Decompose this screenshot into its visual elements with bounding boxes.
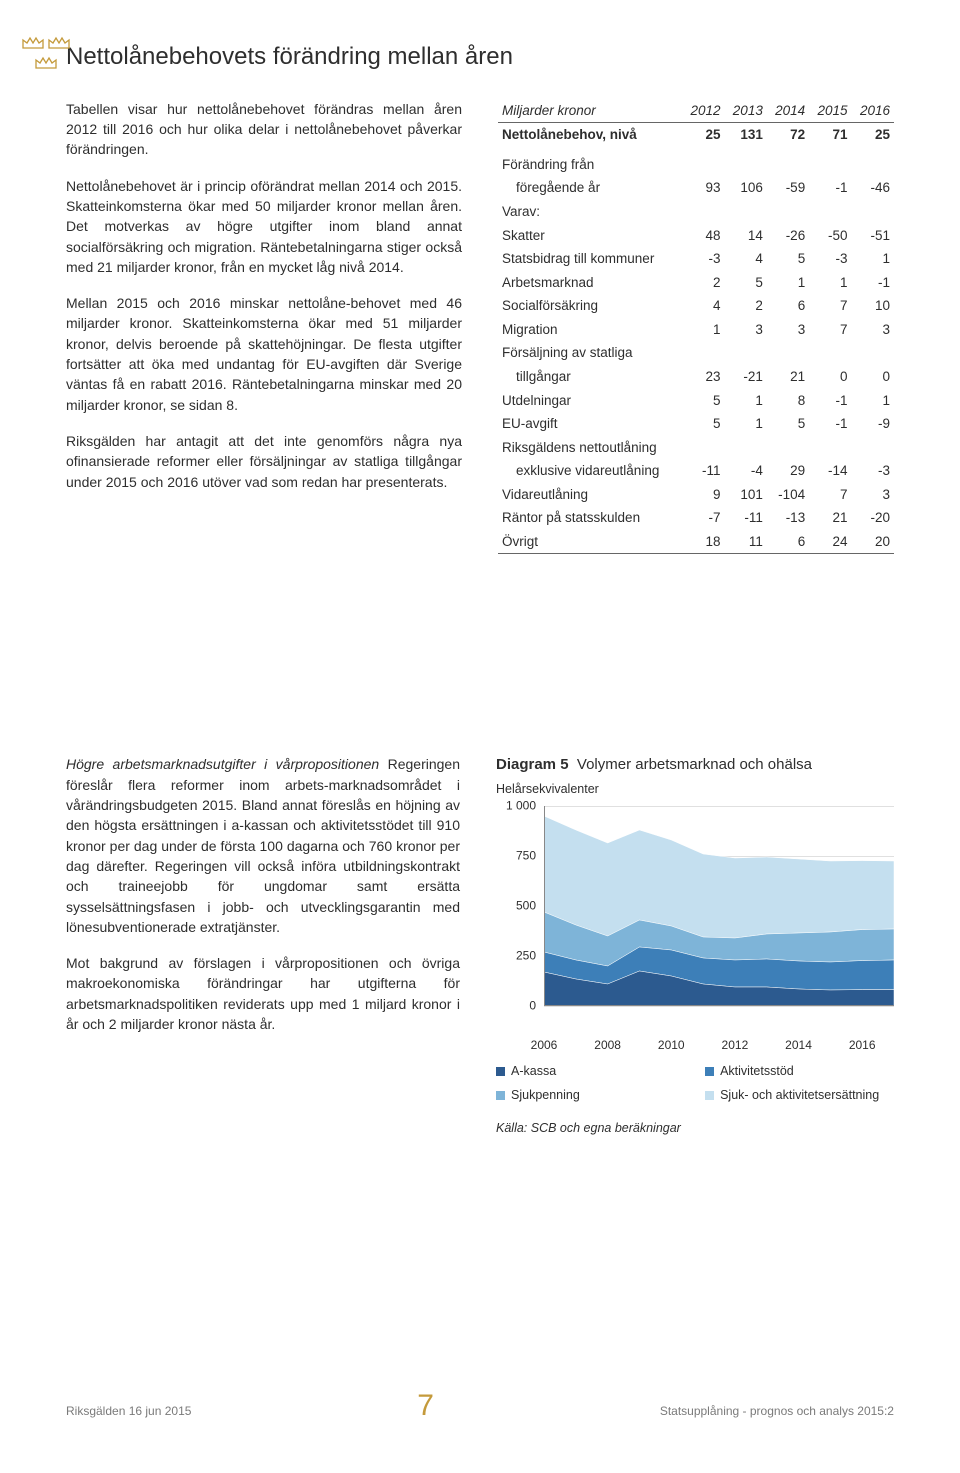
table-row: Nettolånebehov, nivå25131727125	[498, 123, 894, 147]
page-number: 7	[417, 1384, 434, 1428]
legend-item: Sjukpenning	[496, 1086, 679, 1104]
table-row: exklusive vidareutlåning-11-429-14-3	[498, 459, 894, 483]
table-row: Skatter4814-26-50-51	[498, 224, 894, 248]
table-row: tillgångar23-212100	[498, 365, 894, 389]
table-row: Vidareutlåning9101-10473	[498, 483, 894, 507]
legend-item: Aktivitetsstöd	[705, 1062, 888, 1080]
page-title: Nettolånebehovets förändring mellan åren	[66, 40, 894, 75]
legend-item: A-kassa	[496, 1062, 679, 1080]
footer-left: Riksgälden 16 jun 2015	[66, 1403, 191, 1420]
crowns-logo	[20, 36, 72, 70]
legend-item: Sjuk- och aktivitetsersättning	[705, 1086, 888, 1104]
page-footer: Riksgälden 16 jun 2015 7 Statsupplåning …	[0, 1384, 960, 1428]
table-row: EU-avgift515-1-9	[498, 412, 894, 436]
intro-p4: Riksgälden har antagit att det inte geno…	[66, 431, 462, 492]
table-row: Socialförsäkring426710	[498, 294, 894, 318]
table-row: Varav:	[498, 200, 894, 224]
intro-p2: Nettolånebehovet är i princip oförändrat…	[66, 176, 462, 277]
table-row: föregående år93106-59-1-46	[498, 176, 894, 200]
table-row: Migration13373	[498, 318, 894, 342]
footer-right: Statsupplåning - prognos och analys 2015…	[660, 1403, 894, 1420]
table-row: Riksgäldens nettoutlåning	[498, 436, 894, 460]
table-row: Arbetsmarknad2511-1	[498, 271, 894, 295]
table-row: Försäljning av statliga	[498, 341, 894, 365]
chart-area: 02505007501 000200620082010201220142016	[496, 806, 894, 1036]
data-table: Miljarder kronor20122013201420152016 Net…	[498, 99, 894, 555]
table-row: Övrigt181162420	[498, 530, 894, 554]
chart-source: Källa: SCB och egna beräkningar	[496, 1119, 894, 1137]
chart-legend: A-kassa Aktivitetsstöd Sjukpenning Sjuk- oc…	[496, 1062, 894, 1104]
table-row: Utdelningar518-11	[498, 389, 894, 413]
chart-title: Diagram 5 Volymer arbetsmarknad och ohäl…	[496, 754, 894, 776]
intro-p3: Mellan 2015 och 2016 minskar nettolåne-b…	[66, 293, 462, 415]
table-row: Statsbidrag till kommuner-345-31	[498, 247, 894, 271]
table-row: Räntor på statsskulden-7-11-1321-20	[498, 506, 894, 530]
chart-subtitle: Helårsekvivalenter	[496, 780, 894, 798]
sec2-p1: Högre arbetsmarknadsutgifter i vårpropos…	[66, 754, 460, 937]
intro-p1: Tabellen visar hur nettolånebehovet förä…	[66, 99, 462, 160]
sec2-heading: Högre arbetsmarknadsutgifter i vårpropos…	[66, 756, 379, 772]
table-row: Förändring från	[498, 153, 894, 177]
sec2-p2: Mot bakgrund av förslagen i vårpropositi…	[66, 953, 460, 1034]
